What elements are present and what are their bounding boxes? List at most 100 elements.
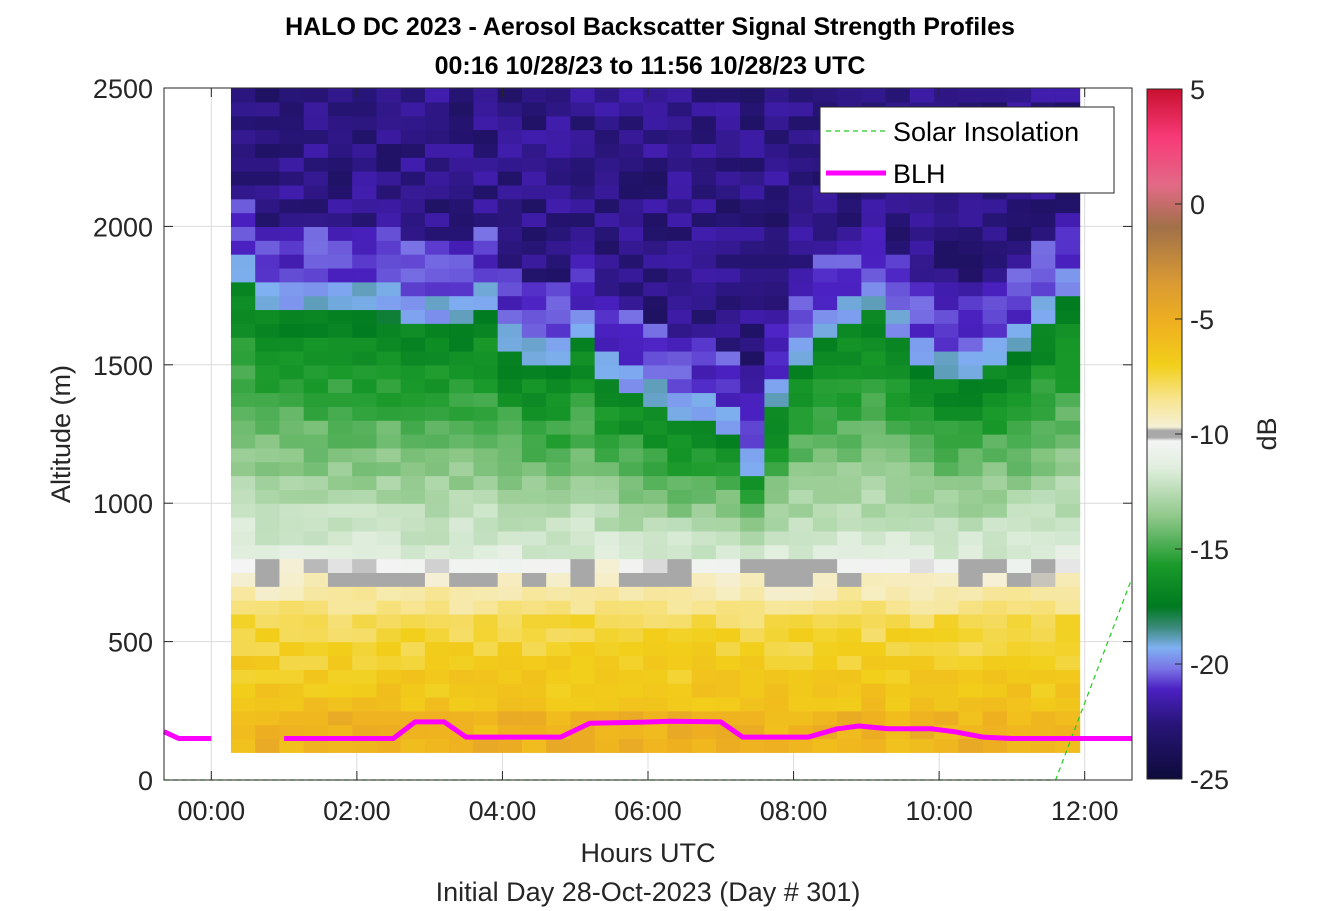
heatmap-cell bbox=[255, 600, 281, 615]
heatmap-cell bbox=[594, 475, 620, 490]
heatmap-cell bbox=[715, 101, 741, 117]
heatmap-cell bbox=[618, 309, 644, 324]
heatmap-cell bbox=[570, 267, 596, 283]
heatmap-cell bbox=[982, 600, 1008, 615]
heatmap-cell bbox=[255, 655, 281, 670]
heatmap-cell bbox=[255, 461, 281, 477]
heatmap-cell bbox=[327, 627, 353, 643]
heatmap-cell bbox=[691, 254, 717, 269]
heatmap-cell bbox=[449, 309, 475, 324]
heatmap-cell bbox=[546, 143, 572, 158]
heatmap-cell bbox=[812, 517, 838, 532]
heatmap-cell bbox=[376, 641, 402, 657]
heatmap-cell bbox=[570, 364, 596, 380]
heatmap-cell bbox=[424, 461, 450, 477]
heatmap-cell bbox=[667, 323, 693, 338]
heatmap-cell bbox=[400, 613, 426, 629]
heatmap-cell bbox=[618, 378, 644, 394]
heatmap-cell bbox=[303, 655, 329, 670]
heatmap-cell bbox=[812, 586, 838, 601]
heatmap-cell bbox=[1055, 586, 1081, 601]
heatmap-cell bbox=[449, 572, 475, 587]
heatmap-cell bbox=[837, 295, 862, 311]
heatmap-cell bbox=[594, 157, 620, 172]
heatmap-cell bbox=[352, 600, 378, 615]
heatmap-cell bbox=[594, 724, 620, 740]
heatmap-cell bbox=[958, 212, 984, 227]
heatmap-cell bbox=[352, 406, 378, 421]
heatmap-cell bbox=[788, 101, 814, 117]
heatmap-cell bbox=[1006, 544, 1032, 560]
heatmap-cell bbox=[546, 696, 572, 712]
heatmap-cell bbox=[909, 281, 935, 297]
heatmap-cell bbox=[1055, 323, 1081, 338]
heatmap-cell bbox=[255, 88, 281, 103]
heatmap-cell bbox=[570, 392, 596, 407]
heatmap-cell bbox=[279, 600, 305, 615]
x-axis-label: Hours UTC bbox=[580, 838, 715, 868]
x-tick-label: 12:00 bbox=[1051, 796, 1119, 826]
heatmap-cell bbox=[230, 212, 256, 227]
heatmap-cell bbox=[643, 696, 668, 712]
heatmap-cell bbox=[327, 655, 353, 670]
heatmap-cell bbox=[764, 143, 790, 158]
heatmap-cell bbox=[885, 434, 911, 449]
heatmap-cell bbox=[424, 434, 450, 449]
heatmap-cell bbox=[546, 309, 572, 324]
heatmap-cell bbox=[594, 309, 620, 324]
heatmap-cell bbox=[812, 337, 838, 352]
heatmap-cell bbox=[812, 392, 838, 407]
heatmap-cell bbox=[352, 461, 378, 477]
heatmap-cell bbox=[861, 613, 887, 629]
heatmap-cell bbox=[327, 406, 353, 421]
heatmap-cell bbox=[449, 143, 475, 158]
heatmap-cell bbox=[837, 337, 862, 352]
heatmap-cell bbox=[473, 171, 499, 186]
heatmap-cell bbox=[303, 115, 329, 131]
heatmap-cell bbox=[303, 240, 329, 255]
heatmap-cell bbox=[279, 447, 305, 463]
heatmap-cell bbox=[982, 530, 1008, 546]
heatmap-cell bbox=[837, 323, 862, 338]
heatmap-cell bbox=[473, 503, 499, 518]
heatmap-cell bbox=[521, 323, 547, 338]
heatmap-cell bbox=[521, 157, 547, 172]
heatmap-cell bbox=[521, 267, 547, 283]
heatmap-cell bbox=[497, 641, 523, 657]
heatmap-cell bbox=[327, 724, 353, 740]
heatmap-cell bbox=[376, 738, 402, 753]
heatmap-cell bbox=[691, 281, 717, 297]
legend: Solar Insolation BLH bbox=[819, 106, 1115, 194]
heatmap-cell bbox=[594, 129, 620, 144]
heatmap-cell bbox=[424, 586, 450, 601]
heatmap-cell bbox=[546, 198, 572, 214]
heatmap-cell bbox=[1006, 724, 1032, 740]
heatmap-cell bbox=[400, 627, 426, 643]
heatmap-cell bbox=[958, 558, 984, 573]
heatmap-cell bbox=[424, 212, 450, 227]
heatmap-cell bbox=[400, 544, 426, 560]
heatmap-cell bbox=[352, 323, 378, 338]
heatmap-cell bbox=[982, 669, 1008, 684]
heatmap-cell bbox=[255, 613, 281, 629]
heatmap-cell bbox=[352, 129, 378, 144]
heatmap-cell bbox=[230, 696, 256, 712]
heatmap-cell bbox=[303, 129, 329, 144]
heatmap-cell bbox=[691, 129, 717, 144]
heatmap-cell bbox=[473, 143, 499, 158]
heatmap-cell bbox=[715, 309, 741, 324]
heatmap-cell bbox=[521, 88, 547, 103]
heatmap-cell bbox=[303, 613, 329, 629]
heatmap-cell bbox=[594, 281, 620, 297]
heatmap-cell bbox=[643, 157, 668, 172]
heatmap-cell bbox=[740, 364, 765, 380]
heatmap-cell bbox=[376, 378, 402, 394]
heatmap-cell bbox=[473, 88, 499, 103]
heatmap-cell bbox=[667, 157, 693, 172]
heatmap-cell bbox=[1031, 503, 1056, 518]
heatmap-cell bbox=[643, 641, 668, 657]
heatmap-cell bbox=[618, 212, 644, 227]
heatmap-cell bbox=[400, 738, 426, 753]
heatmap-cell bbox=[715, 683, 741, 698]
heatmap-cell bbox=[449, 420, 475, 435]
